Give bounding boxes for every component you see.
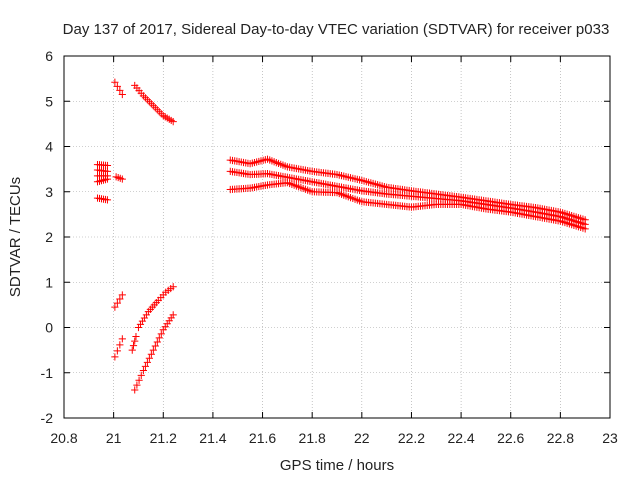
data-point (111, 303, 119, 311)
data-point (131, 386, 139, 394)
x-tick-label: 21.4 (199, 430, 226, 446)
x-tick-label: 22.8 (547, 430, 574, 446)
y-tick-label: 5 (45, 93, 53, 109)
x-tick-label: 23 (602, 430, 618, 446)
data-point (151, 342, 159, 350)
data-point (169, 283, 177, 291)
data-point (147, 350, 155, 358)
series-band-middle (226, 167, 589, 228)
series-arc-low-left (111, 335, 126, 361)
data-point (141, 362, 150, 371)
data-point (143, 358, 151, 366)
series-arc-low-right (131, 311, 177, 394)
series-arc-mid-right (134, 283, 177, 332)
x-tick-label: 22 (354, 430, 370, 446)
data-point (113, 82, 121, 90)
series-cluster-a5 (93, 194, 112, 204)
y-tick-label: 1 (45, 274, 53, 290)
data-point (581, 225, 589, 233)
data-point (103, 175, 112, 183)
data-point (157, 330, 165, 338)
x-tick-label: 22.2 (398, 430, 425, 446)
data-point (118, 291, 126, 299)
y-tick-label: 2 (45, 229, 53, 245)
data-point (137, 371, 145, 379)
series-cluster-b (112, 173, 126, 183)
y-tick-label: 0 (45, 320, 53, 336)
data-point (129, 342, 138, 350)
data-point (111, 353, 119, 361)
data-point (116, 295, 124, 303)
series-band-lower (226, 179, 589, 233)
data-point (169, 118, 177, 126)
series-arc-top-left (111, 78, 126, 99)
x-tick-label: 21.6 (249, 430, 276, 446)
x-tick-label: 21 (106, 430, 122, 446)
chart-title: Day 137 of 2017, Sidereal Day-to-day VTE… (63, 21, 610, 38)
data-point (131, 337, 139, 345)
data-point (113, 299, 121, 307)
data-point (145, 354, 153, 362)
data-points (93, 78, 589, 394)
data-point (116, 341, 124, 349)
data-point (169, 311, 177, 319)
data-point (118, 175, 126, 183)
x-tick-label: 22.6 (497, 430, 524, 446)
x-axis-title: GPS time / hours (280, 457, 394, 474)
y-tick-label: 3 (45, 184, 53, 200)
series-cluster-a4 (93, 175, 112, 186)
y-tick-label: 6 (45, 48, 53, 64)
y-axis: -2 -1 0 1 2 3 4 5 6 (41, 48, 610, 426)
data-point (128, 346, 136, 354)
data-point (153, 338, 161, 346)
series-arc-mid-left (111, 291, 126, 311)
series-arc-low-left-b (128, 332, 140, 354)
y-tick-label: -2 (41, 410, 54, 426)
x-axis: 20.8 21 21.2 21.4 21.6 21.8 22 22.2 22.4 22.6 22.8… (50, 56, 618, 446)
y-tick-label: 4 (45, 139, 53, 155)
data-point (103, 196, 112, 204)
data-point (113, 347, 121, 355)
data-point (135, 376, 143, 384)
data-point (118, 335, 126, 343)
data-point (155, 334, 163, 342)
data-point (133, 381, 141, 389)
series-arc-top-right (131, 81, 177, 126)
x-tick-label: 21.8 (299, 430, 326, 446)
data-point (149, 346, 157, 354)
x-tick-label: 20.8 (50, 430, 77, 446)
y-axis-title: SDTVAR / TECUs (7, 177, 24, 297)
data-point (111, 78, 119, 86)
x-tick-label: 22.4 (447, 430, 474, 446)
data-point (116, 86, 124, 94)
data-point (118, 90, 126, 99)
data-point (139, 366, 148, 375)
x-tick-label: 21.2 (150, 430, 177, 446)
y-tick-label: -1 (41, 365, 54, 381)
data-point (132, 332, 140, 341)
